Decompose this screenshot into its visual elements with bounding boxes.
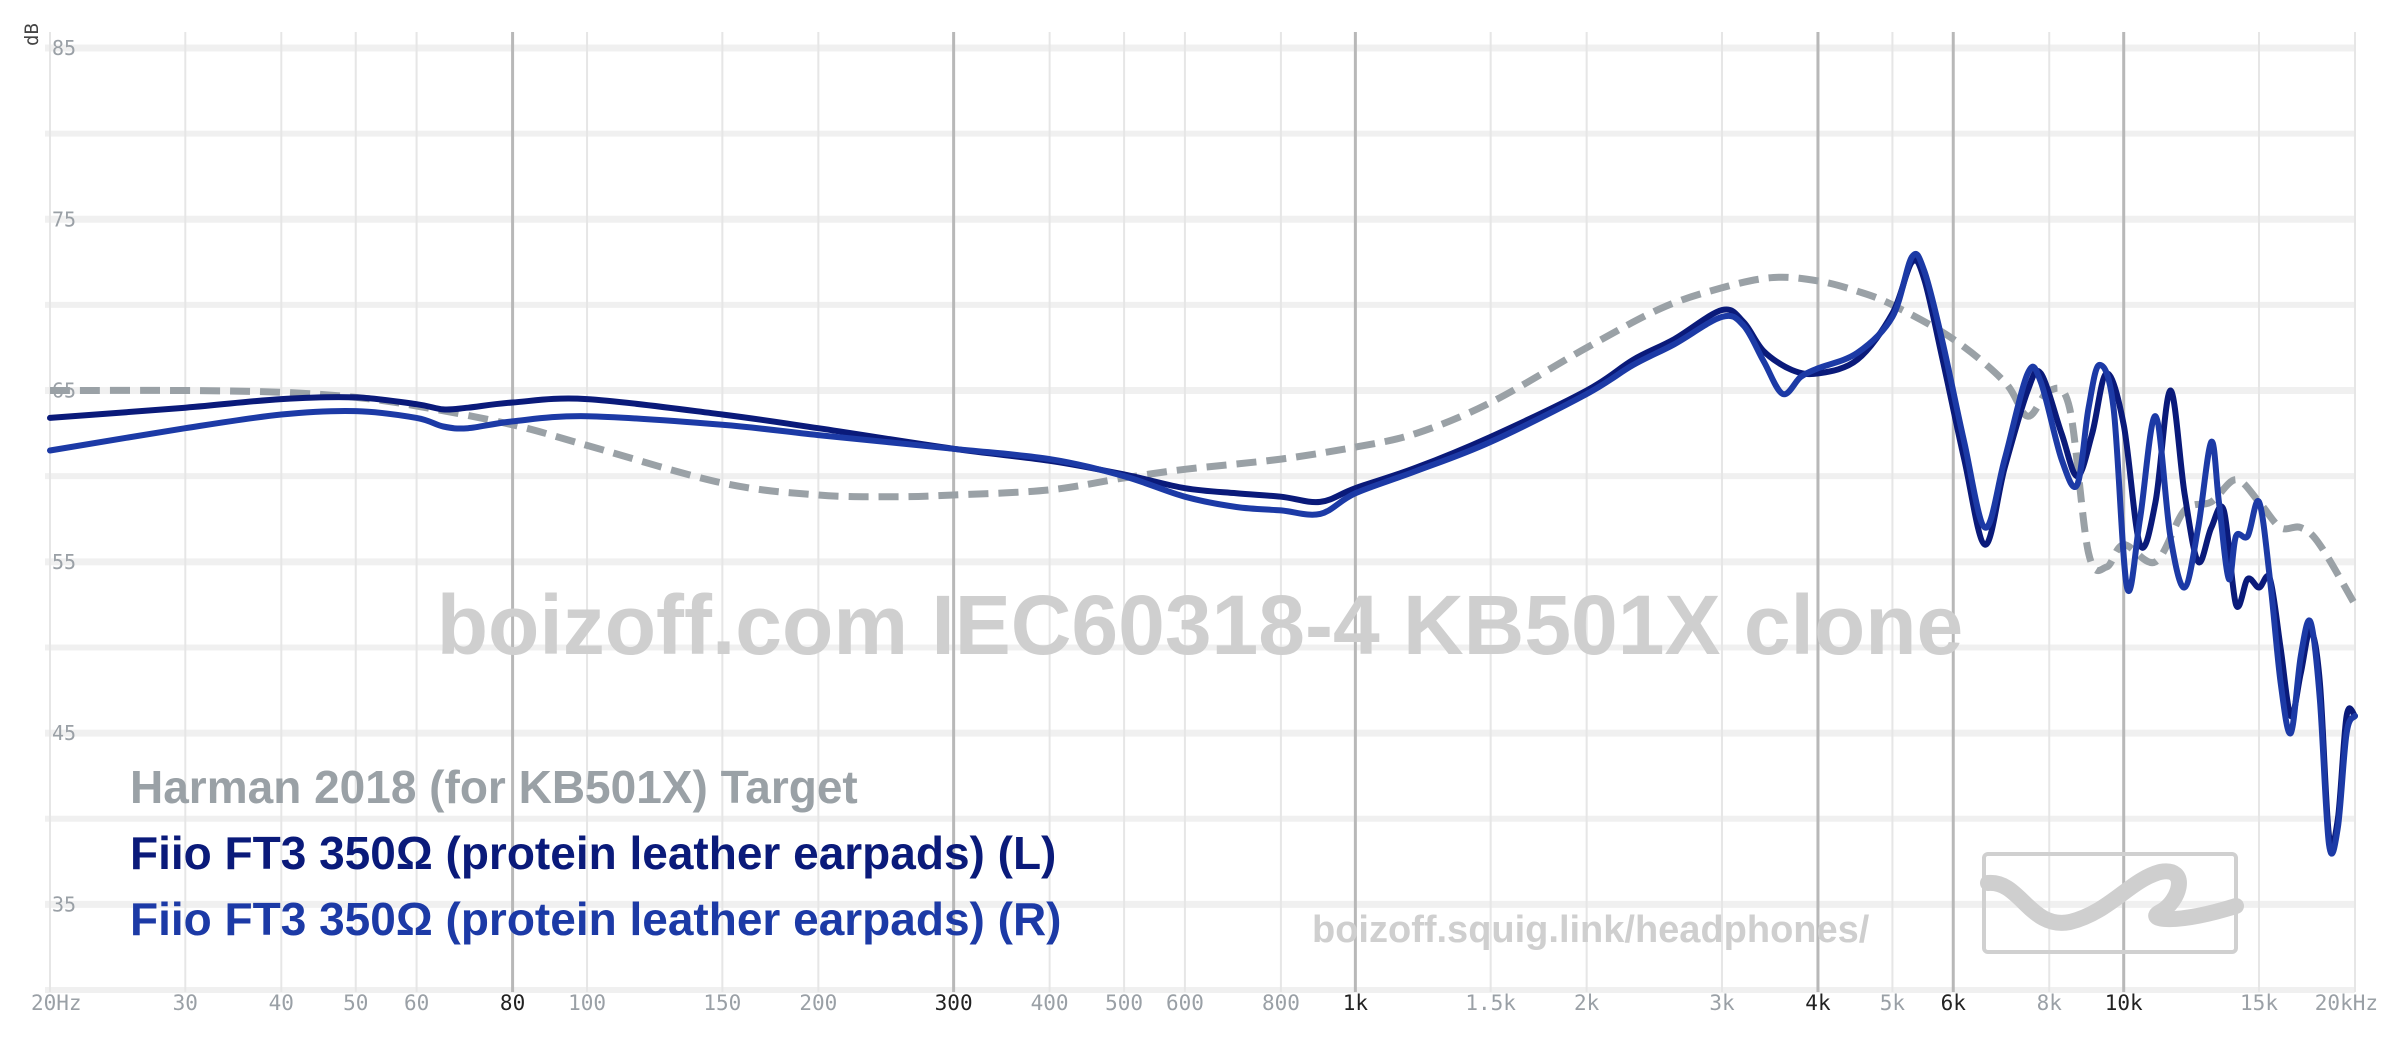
legend: Harman 2018 (for KB501X) Target Fiio FT3 … — [130, 761, 1062, 945]
series-lines — [47, 250, 2359, 857]
x-tick-label: 200 — [799, 991, 837, 1015]
series-line-1 — [49, 273, 2359, 607]
x-axis-ticks: 20Hz 30 40 50 60 80 100 150 200 300 400 500 600 800 1k… — [31, 991, 2378, 1015]
x-tick-label: 2k — [1574, 991, 1600, 1015]
x-tick-label: 20Hz — [31, 991, 82, 1015]
y-tick-label: 35 — [52, 892, 76, 916]
y-tick-label: 55 — [52, 550, 76, 574]
x-tick-label: 3k — [1709, 991, 1735, 1015]
y-tick-label: 85 — [52, 36, 76, 60]
x-tick-label: 40 — [269, 991, 294, 1015]
x-tick-label: 5k — [1880, 991, 1906, 1015]
y-tick-label: 75 — [52, 207, 76, 231]
x-tick-label: 4k — [1805, 991, 1831, 1015]
x-tick-label: 100 — [568, 991, 606, 1015]
series-line-2 — [47, 257, 2358, 849]
x-tick-label: 80 — [500, 991, 525, 1015]
series-line-3 — [47, 250, 2358, 857]
y-tick-label: 45 — [52, 721, 76, 745]
x-tick-label: 20kHz — [2315, 991, 2378, 1015]
legend-entry: Harman 2018 (for KB501X) Target — [130, 761, 858, 813]
x-tick-label: 800 — [1262, 991, 1300, 1015]
x-tick-label: 60 — [404, 991, 429, 1015]
x-tick-label: 300 — [935, 991, 973, 1015]
legend-entry: Fiio FT3 350Ω (protein leather earpads) … — [130, 893, 1062, 945]
grid — [45, 32, 2356, 993]
x-tick-label: 10k — [2105, 991, 2143, 1015]
x-tick-label: 1.5k — [1465, 991, 1516, 1015]
site-url-text: boizoff.squig.link/headphones/ — [1312, 909, 1870, 951]
x-tick-label: 30 — [173, 991, 198, 1015]
x-tick-label: 6k — [1941, 991, 1967, 1015]
watermark-text: boizoff.com IEC60318-4 KB501X clone — [437, 578, 1963, 672]
x-tick-label: 15k — [2240, 991, 2278, 1015]
x-tick-label: 50 — [343, 991, 368, 1015]
legend-entry: Fiio FT3 350Ω (protein leather earpads) … — [130, 827, 1056, 879]
x-tick-label: 400 — [1031, 991, 1069, 1015]
x-tick-label: 8k — [2037, 991, 2063, 1015]
x-tick-label: 150 — [703, 991, 741, 1015]
x-tick-label: 600 — [1166, 991, 1204, 1015]
squiglink-logo — [1980, 852, 2244, 954]
x-tick-label: 500 — [1105, 991, 1143, 1015]
x-tick-label: 1k — [1343, 991, 1369, 1015]
y-axis-label: dB — [21, 23, 43, 46]
